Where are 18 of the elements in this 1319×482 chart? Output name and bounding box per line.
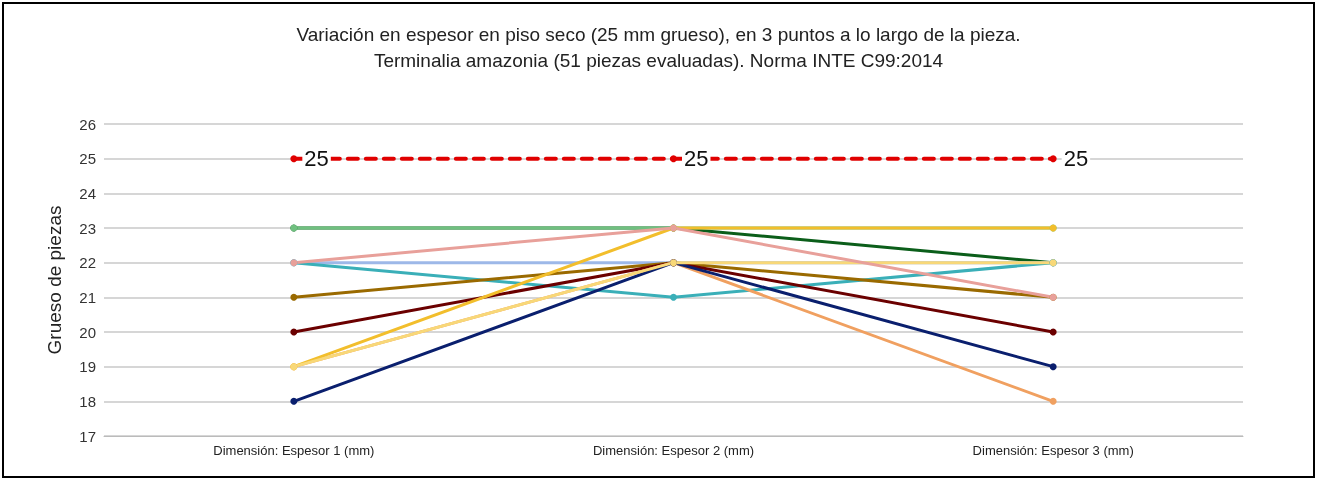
x-tick-label: Dimensión: Espesor 1 (mm) (213, 443, 375, 458)
y-axis-title: Grueso de piezas (44, 205, 65, 355)
x-tick-label: Dimensión: Espesor 2 (mm) (592, 443, 755, 458)
y-tick-label: 24 (79, 184, 96, 202)
data-label: 25 (684, 146, 709, 172)
y-tick-label: 26 (79, 115, 96, 133)
y-tick-label: 20 (79, 323, 96, 341)
data-label: 25 (1063, 146, 1089, 172)
chart-title: Variación en espesor en piso seco (25 mm grueso), en 3 puntos a lo largo de la pieza. Terminalia amazonia (51 piezas evaluadas). Norma INTE C99:2014 (296, 23, 1021, 71)
y-tick-label: 19 (79, 358, 96, 376)
y-tick-label: 22 (79, 254, 96, 272)
x-tick-label: Dimensión: Espesor 3 (mm) (972, 443, 1134, 458)
y-tick-label: 23 (79, 219, 96, 237)
data-label: 25 (304, 146, 329, 172)
y-tick-label: 18 (79, 392, 96, 410)
y-tick-label: 17 (79, 427, 96, 445)
y-tick-label: 25 (79, 150, 96, 168)
y-tick-label: 21 (79, 288, 96, 306)
